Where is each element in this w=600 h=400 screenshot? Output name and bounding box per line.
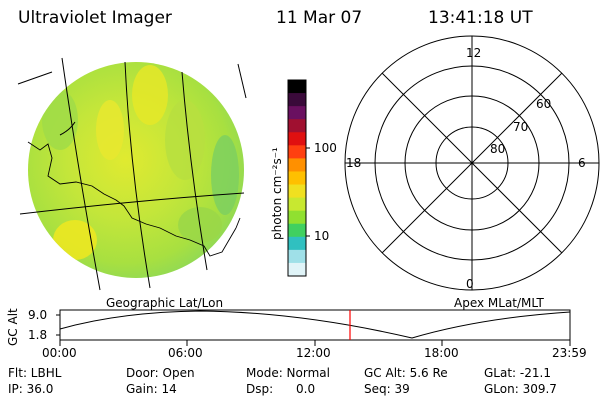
colorbar-tick-10: 10 (314, 229, 330, 243)
header-time: 13:41:18 UT (428, 8, 533, 28)
colorbar-band (288, 223, 306, 238)
colorbar-band (288, 262, 306, 277)
colorbar-band (288, 145, 306, 159)
colorbar-band (288, 93, 306, 107)
colorbar-band (288, 197, 306, 212)
colorbar-band (288, 119, 306, 133)
footer-seq: Seq: 39 (364, 382, 410, 396)
altitude-plot (56, 309, 571, 346)
polar-label-top: 12 (466, 46, 482, 60)
colorbar-band (288, 249, 306, 264)
colorbar-unit-label: photon cm⁻²s⁻¹ (270, 147, 284, 240)
footer-gc-alt: GC Alt: 5.6 Re (364, 366, 448, 380)
polar-ring-60: 60 (536, 97, 552, 111)
footer-dsp: Dsp: 0.0 (246, 382, 316, 396)
header-date: 11 Mar 07 (276, 8, 363, 28)
colorbar-band (288, 210, 306, 225)
polar-ring-70: 70 (513, 120, 529, 134)
footer-gain: Gain: 14 (126, 382, 177, 396)
plot-xtick-0: 00:00 (42, 346, 77, 360)
polar-label-left: 18 (346, 156, 362, 170)
plot-xtick-4: 23:59 (552, 346, 587, 360)
plot-xtick-1: 06:00 (168, 346, 203, 360)
earth-image (17, 57, 247, 291)
colorbar-band (288, 132, 306, 146)
plot-ytick-low: 1.8 (28, 328, 48, 342)
colorbar-band (288, 80, 306, 94)
colorbar-band (288, 184, 306, 199)
app-title: Ultraviolet Imager (18, 8, 172, 28)
polar-ring-80: 80 (490, 142, 506, 156)
footer-glon: GLon: 309.7 (484, 382, 557, 396)
polar-label-right: 6 (578, 156, 586, 170)
plot-xtick-2: 12:00 (296, 346, 331, 360)
colorbar-band (288, 236, 306, 251)
polar-label-bottom: 0 (466, 277, 474, 291)
footer-glat: GLat: -21.1 (484, 366, 551, 380)
plot-right-title: Apex MLat/MLT (454, 296, 544, 310)
plot-ylabel: GC Alt (6, 308, 20, 346)
colorbar-band (288, 158, 306, 172)
footer-ip: IP: 36.0 (8, 382, 54, 396)
plot-xtick-3: 18:00 (424, 346, 459, 360)
footer-filter: Flt: LBHL (8, 366, 62, 380)
colorbar-tick-100: 100 (314, 141, 337, 155)
plot-left-title: Geographic Lat/Lon (106, 296, 224, 310)
footer-door: Door: Open (126, 366, 195, 380)
colorbar-band (288, 106, 306, 120)
footer-mode: Mode: Normal (246, 366, 330, 380)
colorbar (287, 79, 310, 277)
plot-ytick-high: 9.0 (28, 308, 48, 322)
polar-plot (344, 35, 600, 291)
colorbar-band (288, 171, 306, 186)
